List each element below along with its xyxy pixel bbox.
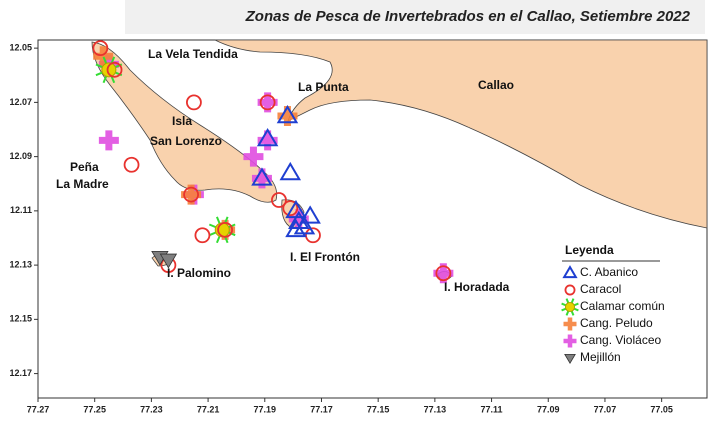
point [217,221,233,238]
point [256,128,279,147]
isla-san-lorenzo [91,41,278,203]
point [279,161,302,181]
place-label: San Lorenzo [150,134,222,148]
point [106,61,123,78]
place-label: Isla [172,114,192,128]
legend-label: Mejillón [580,350,621,364]
x-tick-label: 77.19 [254,404,277,414]
place-label: La Vela Tendida [148,47,238,61]
marks [92,40,454,284]
legend-symbol [563,334,577,348]
y-tick-label: 12.07 [9,97,32,107]
x-tick-label: 77.09 [537,404,560,414]
legend-symbol [564,353,576,364]
point [257,130,278,151]
legend-label: C. Abanico [580,265,638,279]
star-core [564,301,576,313]
x-tick-label: 77.05 [650,404,673,414]
legend-symbol [563,317,577,331]
legend-label: Calamar común [580,299,665,313]
title-band [125,0,705,34]
legend-symbol [562,265,578,279]
point [277,105,298,126]
point [123,156,140,173]
place-label: I. Horadada [444,280,510,294]
point [194,227,211,244]
x-tick-label: 77.15 [367,404,390,414]
point [183,186,199,203]
y-tick-label: 12.09 [9,151,32,161]
point [93,46,114,67]
place-label: La Madre [56,177,109,191]
legend-title: Leyenda [565,243,614,257]
place-label: Callao [478,78,514,92]
point [288,209,309,229]
point [98,130,119,151]
x-tick-label: 77.17 [310,404,333,414]
legend-label: Cang. Violáceo [580,333,661,347]
point [259,94,276,111]
point [243,146,264,167]
point [257,92,278,113]
legend-symbol [564,284,576,296]
point [159,253,178,269]
point [92,40,109,57]
point [251,168,272,189]
legend-label: Cang. Peludo [580,316,653,330]
x-tick-label: 77.21 [197,404,220,414]
place-label: I. Palomino [167,266,231,280]
point [186,94,202,111]
point [276,104,299,124]
x-tick-label: 77.23 [140,404,163,414]
x-tick-label: 77.11 [481,404,503,414]
y-tick-label: 12.11 [10,205,32,215]
y-tick-label: 12.05 [9,43,32,53]
y-tick-label: 12.17 [9,368,32,378]
legend-label: Caracol [580,282,621,296]
point [181,184,202,205]
point [285,218,307,238]
x-tick-label: 77.13 [424,404,447,414]
legend: Leyenda C. Abanico Caracol Calamar común Ca… [556,242,665,372]
point [435,265,452,282]
legend-symbol [561,298,579,316]
x-tick-label: 77.27 [27,404,50,414]
point [271,192,287,208]
y-tick-label: 12.13 [9,259,32,269]
y-tick-label: 12.15 [9,314,32,324]
x-tick-label: 77.25 [83,404,106,414]
place-label: I. El Frontón [290,250,360,264]
mainland [214,39,708,229]
x-tick-label: 77.07 [594,404,617,414]
point [251,167,273,186]
place-label: La Punta [298,80,349,94]
point [433,263,454,284]
point [299,205,321,224]
star-core [101,62,117,78]
point [282,200,299,217]
point [305,227,321,244]
chart-title: Zonas de Pesca de Invertebrados en el Ca… [245,8,691,25]
place-label: Peña [70,160,99,174]
